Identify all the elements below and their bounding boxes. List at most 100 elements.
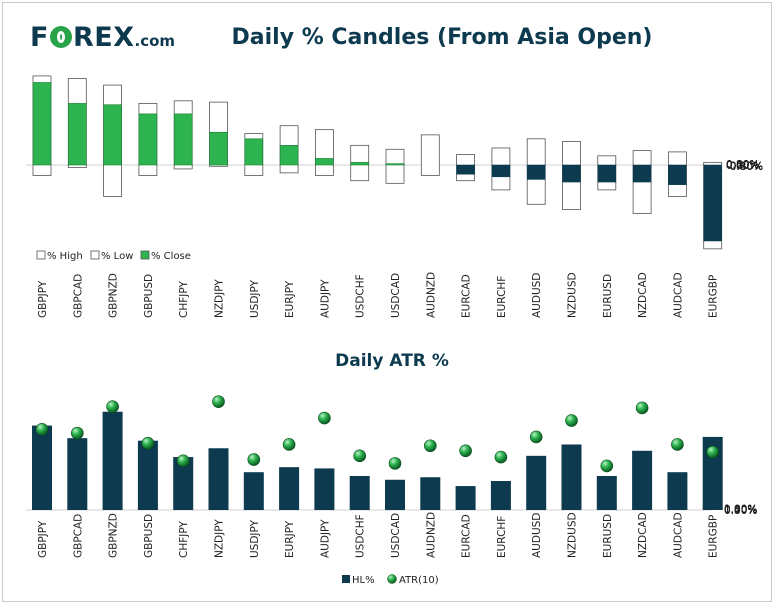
atr-group-audnzd — [420, 439, 441, 510]
candle-close-bar — [315, 158, 334, 166]
logo-o-icon — [49, 26, 72, 48]
atr-x-label: GBPUSD — [143, 514, 155, 558]
candle-close-bar — [350, 162, 370, 166]
candle-range-box — [385, 148, 405, 184]
candles-x-label: AUDUSD — [531, 273, 543, 318]
atr-group-gbpnzd — [102, 400, 123, 510]
candle-gbpnzd — [103, 84, 122, 197]
candles-x-label: NZDUSD — [567, 272, 579, 318]
candles-x-label: USDCHF — [355, 274, 367, 318]
legend-label-atr: ATR(10) — [399, 575, 439, 586]
hl-bar — [279, 467, 300, 510]
atr-point — [635, 401, 649, 415]
hl-bar — [243, 472, 264, 510]
atr-x-label: NZDUSD — [567, 512, 579, 558]
candles-legend: % High % Low % Close — [36, 250, 191, 262]
candle-audcad — [668, 151, 687, 197]
candle-close-bar — [562, 164, 581, 183]
candles-x-label: CHFJPY — [178, 281, 190, 318]
candles-x-label: EURCHF — [496, 276, 508, 318]
atr-group-audcad — [667, 438, 688, 510]
candle-gbpjpy — [32, 75, 52, 176]
candles-y-tick: 0.40% — [726, 159, 759, 171]
hl-bar — [67, 438, 88, 510]
candle-close-bar — [703, 164, 723, 242]
legend-label-hl: HL% — [352, 575, 375, 586]
atr-point — [388, 457, 402, 470]
candle-gbpusd — [138, 103, 158, 176]
candle-audnzd — [420, 134, 440, 176]
hl-bar — [349, 475, 370, 510]
atr-point — [600, 459, 614, 473]
atr-x-label: CHFJPY — [178, 521, 190, 558]
candles-y-tick: -0.60% — [726, 161, 763, 173]
candles-x-label: AUDCAD — [672, 272, 684, 318]
atr-x-label: EURJPY — [284, 520, 296, 558]
atr-group-eurjpy — [279, 438, 300, 510]
candle-nzdcad — [632, 150, 652, 214]
legend-label: % Close — [151, 251, 191, 262]
candles-x-label: GBPUSD — [143, 274, 155, 318]
legend-swatch — [36, 250, 46, 260]
atr-point — [176, 454, 190, 468]
candles-x-label: USDCAD — [390, 273, 402, 318]
hl-bar — [102, 411, 123, 510]
atr-group-chfjpy — [173, 454, 194, 510]
atr-point — [106, 400, 119, 413]
candle-eurusd — [597, 155, 617, 191]
atr-group-nzdusd — [561, 414, 582, 510]
candle-close-bar — [68, 103, 87, 166]
candle-close-bar — [491, 164, 511, 178]
atr-group-usdjpy — [243, 453, 264, 510]
atr-plot: 1.00%0.80%0.60%0.40%0.20%0.00% GBPJPY GBPC… — [26, 395, 757, 586]
candle-gbpcad — [67, 78, 87, 169]
hl-bar — [137, 440, 158, 510]
atr-x-label: GBPJPY — [37, 520, 49, 558]
candle-audusd — [526, 138, 546, 205]
candles-x-label: GBPJPY — [37, 280, 49, 318]
atr-x-label: EURGBP — [708, 515, 720, 558]
atr-y-tick: 0.20% — [724, 505, 757, 517]
candle-eurjpy — [279, 125, 299, 174]
atr-point — [212, 395, 225, 408]
candle-eurcad — [456, 154, 476, 182]
hl-bar — [667, 472, 688, 510]
candle-close-bar — [209, 131, 228, 166]
atr-x-label: AUDNZD — [425, 512, 437, 558]
candle-close-bar — [103, 104, 122, 166]
candle-nzdusd — [562, 141, 581, 210]
atr-group-audjpy — [314, 411, 335, 510]
hl-bar — [314, 468, 335, 510]
candle-audjpy — [314, 129, 334, 176]
atr-x-label: AUDUSD — [531, 513, 543, 558]
candles-y-tick: -0.20% — [726, 160, 763, 172]
atr-point — [706, 445, 720, 459]
candle-chfjpy — [173, 100, 193, 170]
hl-bar — [455, 486, 476, 510]
atr-x-label: GBPNZD — [108, 513, 120, 558]
legend-label: % High — [47, 251, 83, 262]
candle-close-bar — [32, 82, 52, 166]
candle-close-bar — [385, 163, 405, 166]
atr-point — [353, 449, 367, 463]
hl-bar — [596, 475, 617, 510]
candles-x-label: USDJPY — [249, 279, 261, 318]
candle-close-bar — [173, 113, 193, 166]
hl-bar — [173, 457, 194, 510]
atr-x-label: EURCAD — [461, 514, 473, 558]
atr-point — [565, 414, 578, 427]
atr-point — [318, 411, 331, 425]
atr-x-label: EURCHF — [496, 516, 508, 558]
atr-point — [529, 430, 543, 444]
candles-x-label: GBPCAD — [72, 274, 84, 318]
hl-bar — [208, 448, 229, 510]
atr-y-tick: 0.80% — [724, 504, 757, 516]
atr-x-label: USDJPY — [249, 519, 261, 558]
legend-swatch-hl — [342, 575, 350, 583]
candles-x-label: EURJPY — [284, 280, 296, 318]
candle-usdcad — [385, 148, 405, 184]
hl-bar — [561, 444, 582, 510]
candles-x-label: GBPNZD — [108, 273, 120, 318]
legend-swatch — [90, 250, 100, 260]
